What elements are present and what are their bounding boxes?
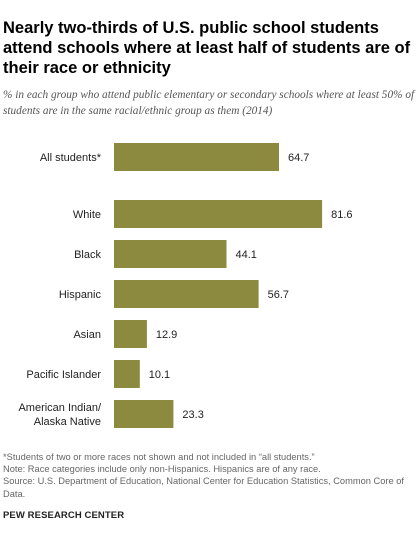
category-label-line: American Indian/ (18, 402, 101, 414)
data-label: 44.1 (235, 249, 256, 261)
category-label-line: Pacific Islander (26, 369, 101, 381)
category-label-line: Asian (73, 329, 101, 341)
data-label: 81.6 (331, 209, 352, 221)
chart-notes: *Students of two or more races not shown… (3, 451, 417, 500)
category-label: White (73, 209, 101, 221)
bar (114, 400, 174, 428)
data-label: 12.9 (156, 329, 177, 341)
category-label: Hispanic (59, 289, 102, 301)
brand-logo-text: PEW RESEARCH CENTER (3, 510, 125, 521)
category-label-line: Alaska Native (34, 416, 101, 428)
bar (114, 143, 279, 171)
bar (114, 280, 259, 308)
source-note: Source: U.S. Department of Education, Na… (3, 476, 404, 499)
category-label: Black (74, 249, 101, 261)
category-label-line: All students* (40, 152, 102, 164)
category-label: All students* (40, 152, 102, 164)
footnote: *Students of two or more races not shown… (3, 452, 315, 462)
chart-subtitle: % in each group who attend public elemen… (3, 89, 415, 117)
data-label: 56.7 (268, 289, 289, 301)
bar (114, 240, 227, 268)
data-label: 23.3 (182, 409, 203, 421)
bar (114, 360, 140, 388)
category-label: American Indian/Alaska Native (18, 402, 101, 428)
category-label: Pacific Islander (26, 369, 101, 381)
data-label: 64.7 (288, 152, 309, 164)
chart-title: Nearly two-thirds of U.S. public school … (3, 19, 411, 77)
category-label-line: Black (74, 249, 101, 261)
data-label: 10.1 (149, 369, 170, 381)
bar (114, 200, 323, 228)
category-label: Asian (73, 329, 101, 341)
race-note: Note: Race categories include only non-H… (3, 464, 321, 475)
bar (114, 320, 147, 348)
category-label-line: White (73, 209, 101, 221)
category-label-line: Hispanic (59, 289, 102, 301)
